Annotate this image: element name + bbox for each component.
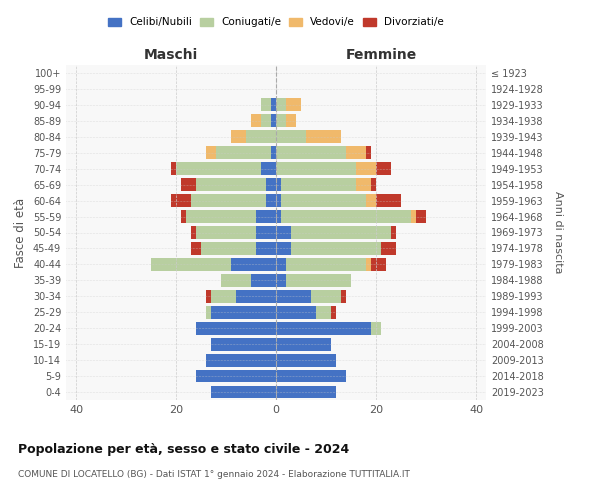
Bar [306,130,341,143]
Bar [276,386,336,398]
Bar [371,258,386,271]
Y-axis label: Anni di nascita: Anni di nascita [553,191,563,274]
Bar [276,146,346,159]
Bar [276,210,281,223]
Bar [261,98,271,112]
Text: Femmine: Femmine [346,48,416,62]
Bar [286,114,296,127]
Bar [196,178,266,191]
Bar [281,210,411,223]
Bar [276,258,286,271]
Bar [221,274,251,286]
Bar [211,386,276,398]
Bar [286,98,301,112]
Bar [191,242,201,255]
Bar [206,354,276,366]
Bar [271,98,276,112]
Bar [246,130,276,143]
Bar [291,226,391,239]
Bar [251,274,276,286]
Bar [346,146,366,159]
Bar [256,242,276,255]
Bar [286,274,351,286]
Bar [416,210,426,223]
Bar [271,114,276,127]
Bar [276,322,371,334]
Bar [196,226,256,239]
Bar [371,178,376,191]
Bar [366,194,376,207]
Bar [411,210,416,223]
Bar [191,194,266,207]
Bar [276,290,311,302]
Bar [276,226,291,239]
Y-axis label: Fasce di età: Fasce di età [14,198,27,268]
Bar [291,242,381,255]
Bar [271,146,276,159]
Bar [381,242,396,255]
Bar [256,210,276,223]
Bar [371,322,381,334]
Bar [231,258,276,271]
Bar [261,162,276,175]
Bar [311,290,341,302]
Bar [181,178,196,191]
Bar [171,162,176,175]
Bar [341,290,346,302]
Bar [366,258,371,271]
Bar [261,114,271,127]
Bar [276,178,281,191]
Bar [191,226,196,239]
Text: Popolazione per età, sesso e stato civile - 2024: Popolazione per età, sesso e stato civil… [18,442,349,456]
Bar [276,306,316,318]
Bar [196,370,276,382]
Bar [286,258,366,271]
Legend: Celibi/Nubili, Coniugati/e, Vedovi/e, Divorziati/e: Celibi/Nubili, Coniugati/e, Vedovi/e, Di… [104,14,448,32]
Bar [236,290,276,302]
Bar [376,194,401,207]
Bar [201,242,256,255]
Bar [176,162,261,175]
Bar [276,194,281,207]
Bar [281,178,356,191]
Bar [211,290,236,302]
Bar [391,226,396,239]
Bar [276,130,306,143]
Bar [251,114,261,127]
Bar [276,338,331,350]
Bar [256,226,276,239]
Bar [276,242,291,255]
Bar [366,146,371,159]
Bar [356,162,376,175]
Bar [216,146,271,159]
Bar [171,194,191,207]
Bar [266,194,276,207]
Bar [211,338,276,350]
Text: COMUNE DI LOCATELLO (BG) - Dati ISTAT 1° gennaio 2024 - Elaborazione TUTTITALIA.: COMUNE DI LOCATELLO (BG) - Dati ISTAT 1°… [18,470,410,479]
Bar [276,370,346,382]
Bar [276,354,336,366]
Bar [206,146,216,159]
Bar [376,162,391,175]
Bar [151,258,231,271]
Text: Maschi: Maschi [144,48,198,62]
Bar [276,274,286,286]
Bar [181,210,186,223]
Bar [281,194,366,207]
Bar [211,306,276,318]
Bar [331,306,336,318]
Bar [276,114,286,127]
Bar [276,98,286,112]
Bar [206,306,211,318]
Bar [186,210,256,223]
Bar [356,178,371,191]
Bar [206,290,211,302]
Bar [266,178,276,191]
Bar [316,306,331,318]
Bar [196,322,276,334]
Bar [276,162,356,175]
Bar [231,130,246,143]
